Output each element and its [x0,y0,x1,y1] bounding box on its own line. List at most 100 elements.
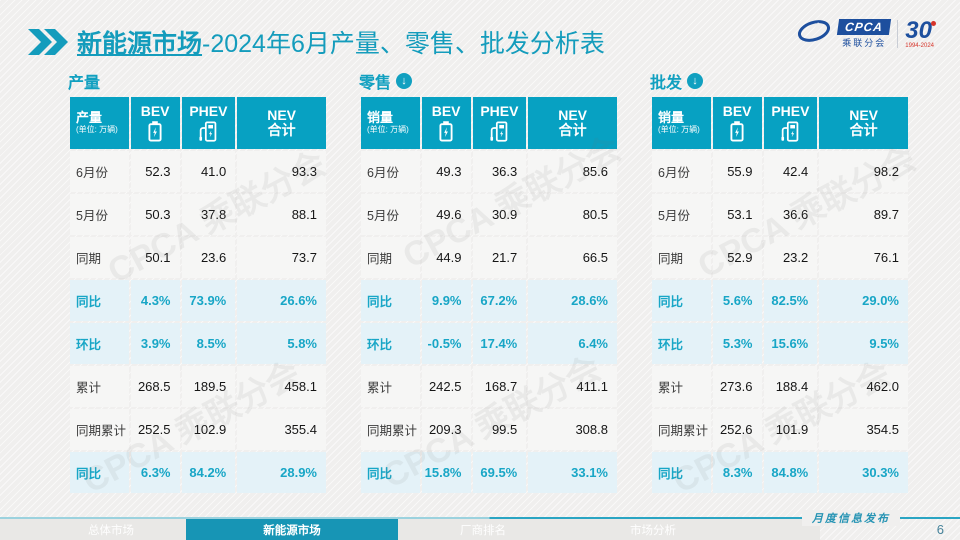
cell-phev: 36.3 [472,151,527,192]
cell-nev: 89.7 [819,194,908,235]
row-label: 6月份 [652,151,711,192]
tab-nev-market[interactable]: 新能源市场 [186,519,398,540]
section-title-label: 批发 [650,75,683,92]
cell-nev: 85.6 [528,151,617,192]
cell-bev: 6.3% [130,452,180,493]
title-rest: -2024年6月产量、零售、批发分析表 [202,30,605,58]
cell-bev: 209.3 [421,409,471,450]
row-label: 同比 [652,452,711,493]
cell-bev: 49.6 [421,194,471,235]
cell-nev: 308.8 [528,409,617,450]
table-row-highlight: 同比 15.8% 69.5% 33.1% [361,452,617,493]
table-row: 同期 50.1 23.6 73.7 [70,237,326,278]
bev-column-header: BEV [130,97,180,149]
production-table-section: 产量 产量 (单位: 万辆) BEV [68,70,328,495]
bev-column-header: BEV [712,97,762,149]
nev-label-line2: 合计 [849,122,878,138]
footer-accent-line [0,517,960,519]
anniversary-number: 30 [905,16,932,44]
cell-bev: 49.3 [421,151,471,192]
cell-phev: 15.6% [763,323,818,364]
row-label: 累计 [361,366,420,407]
red-dot-icon [931,20,936,26]
cell-nev: 462.0 [819,366,908,407]
cell-nev: 26.6% [237,280,326,321]
corner-unit: (单位: 万辆) [76,125,118,134]
cell-phev: 189.5 [181,366,236,407]
cell-nev: 411.1 [528,366,617,407]
cell-nev: 98.2 [819,151,908,192]
cell-bev: 252.5 [130,409,180,450]
cell-phev: 102.9 [181,409,236,450]
row-label: 同期累计 [652,409,711,450]
phev-label: PHEV [480,102,519,119]
cell-phev: 23.6 [181,237,236,278]
cell-phev: 41.0 [181,151,236,192]
section-title-production: 产量 [68,70,328,92]
cell-phev: 21.7 [472,237,527,278]
cell-bev: 9.9% [421,280,471,321]
cell-bev: 52.3 [130,151,180,192]
phev-label: PHEV [771,102,810,119]
cell-nev: 66.5 [528,237,617,278]
cell-nev: 5.8% [237,323,326,364]
publish-label: 月度信息发布 [802,510,900,526]
table-corner-header: 产量 (单位: 万辆) [70,97,129,149]
swoosh-icon [797,18,831,49]
wholesale-table: 销量 (单位: 万辆) BEV PHEV [650,95,910,495]
cell-bev: 15.8% [421,452,471,493]
cell-bev: -0.5% [421,323,471,364]
slide-header: 新能源市场-2024年6月产量、零售、批发分析表 [28,24,605,60]
table-corner-header: 销量 (单位: 万辆) [652,97,711,149]
table-row-highlight: 环比 5.3% 15.6% 9.5% [652,323,908,364]
nev-total-column-header: NEV 合计 [819,97,908,149]
tab-manufacturer-ranking[interactable]: 厂商排名 [460,524,506,537]
table-row: 累计 268.5 189.5 458.1 [70,366,326,407]
row-label: 5月份 [652,194,711,235]
cell-bev: 55.9 [712,151,762,192]
cell-nev: 33.1% [528,452,617,493]
cell-bev: 273.6 [712,366,762,407]
row-label: 同期 [361,237,420,278]
nev-label-line1: NEV [849,107,879,123]
table-row: 6月份 55.9 42.4 98.2 [652,151,908,192]
double-chevron-icon [28,29,68,55]
cell-phev: 73.9% [181,280,236,321]
cell-bev: 8.3% [712,452,762,493]
row-label: 累计 [70,366,129,407]
cell-phev: 8.5% [181,323,236,364]
tab-market-analysis[interactable]: 市场分析 [630,524,676,537]
row-label: 5月份 [361,194,420,235]
corner-label: 销量 [367,110,394,125]
cpca-wordmark: CPCA 乘联分会 [837,18,892,49]
table-row-highlight: 环比 -0.5% 17.4% 6.4% [361,323,617,364]
cell-bev: 5.3% [712,323,762,364]
table-row-highlight: 同比 8.3% 84.8% 30.3% [652,452,908,493]
nev-label-line1: NEV [267,107,297,123]
production-table: 产量 (单位: 万辆) BEV PHEV [68,95,328,495]
table-row: 6月份 52.3 41.0 93.3 [70,151,326,192]
table-header-row: 销量 (单位: 万辆) BEV PHEV [652,97,908,149]
row-label: 同期 [70,237,129,278]
cell-phev: 17.4% [472,323,527,364]
cell-phev: 82.5% [763,280,818,321]
battery-icon [131,120,180,143]
retail-table: 销量 (单位: 万辆) BEV PHEV [359,95,619,495]
corner-label: 产量 [76,110,103,125]
nev-label-line2: 合计 [267,122,296,138]
footer-tab-bar: 总体市场 新能源市场 厂商排名 市场分析 [0,519,820,540]
cell-phev: 84.2% [181,452,236,493]
tab-overall-market[interactable]: 总体市场 [88,524,134,537]
table-row: 累计 242.5 168.7 411.1 [361,366,617,407]
row-label: 同比 [70,452,129,493]
cell-bev: 5.6% [712,280,762,321]
cell-nev: 28.9% [237,452,326,493]
cell-phev: 36.6 [763,194,818,235]
corner-label: 销量 [658,110,685,125]
cell-nev: 355.4 [237,409,326,450]
row-label: 同比 [70,280,129,321]
section-title-retail: 零售 ↓ [359,70,619,92]
row-label: 环比 [70,323,129,364]
anniversary-years: 1994-2024 [905,42,934,49]
